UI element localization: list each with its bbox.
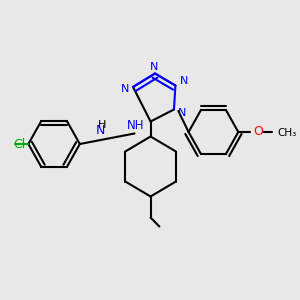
Text: N: N [179, 76, 188, 86]
Text: O: O [253, 125, 263, 139]
Text: NH: NH [127, 119, 145, 133]
Text: N: N [121, 83, 129, 94]
Text: H: H [98, 119, 106, 130]
Text: CH₃: CH₃ [278, 128, 297, 139]
Text: N: N [178, 107, 186, 118]
Text: Cl: Cl [14, 137, 26, 151]
Text: N: N [96, 124, 106, 137]
Text: N: N [150, 62, 159, 72]
